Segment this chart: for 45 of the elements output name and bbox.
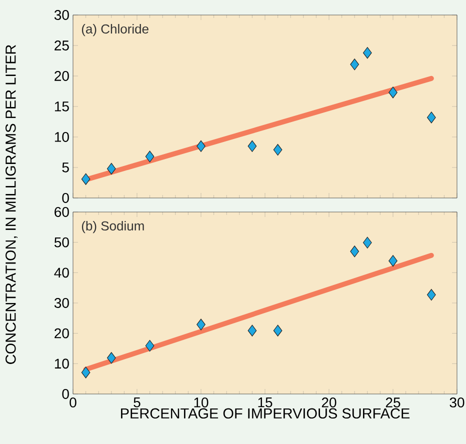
text: (a) Chloride xyxy=(82,24,148,36)
point xyxy=(362,47,372,59)
y-tick-label: 0 xyxy=(62,389,69,399)
x-tick-label: 10 xyxy=(194,398,208,408)
x-tick-label: 0 xyxy=(70,398,76,408)
point xyxy=(388,255,398,267)
x-axis-title: PERCENTAGE OF IMPERVIOUS SURFACE xyxy=(121,408,410,419)
point xyxy=(81,366,90,378)
y-tick-label: 20 xyxy=(54,328,69,338)
y-tick-label: 25 xyxy=(54,40,69,50)
y-tick-label: 10 xyxy=(54,132,69,142)
y-tick-label: 30 xyxy=(54,298,69,308)
point xyxy=(145,340,154,352)
y-tick-label: 5 xyxy=(62,162,69,172)
y-tick-label: 0 xyxy=(62,193,69,203)
point xyxy=(196,318,206,330)
point xyxy=(362,236,372,248)
point xyxy=(388,86,398,98)
point xyxy=(426,289,436,301)
point xyxy=(273,324,282,336)
point xyxy=(145,150,154,162)
point xyxy=(196,140,206,152)
x-tick-label: 15 xyxy=(258,398,272,408)
x-tick-label: 30 xyxy=(450,398,464,408)
text: (b) Sodium xyxy=(82,220,144,234)
point xyxy=(350,246,360,258)
point xyxy=(273,144,282,156)
y-tick-label: 30 xyxy=(54,10,69,20)
point xyxy=(106,162,116,175)
y-tick-label: 40 xyxy=(54,268,69,278)
y-tick-label: 60 xyxy=(54,207,69,217)
point xyxy=(248,324,257,336)
point xyxy=(426,112,436,124)
y-tick-label: 15 xyxy=(54,102,69,112)
y-tick-label: 50 xyxy=(54,237,69,248)
x-tick-label: 20 xyxy=(322,398,336,408)
point xyxy=(248,140,257,152)
y-tick-label: 10 xyxy=(54,358,69,369)
point xyxy=(350,58,360,70)
x-tick-label: 25 xyxy=(386,398,400,408)
point xyxy=(81,173,90,185)
y-axis-title: CONCENTRATION, IN MILLIGRAMS PER LITER xyxy=(6,44,18,364)
x-tick-label: 5 xyxy=(134,398,140,408)
y-tick-label: 20 xyxy=(54,71,69,81)
point xyxy=(106,352,116,364)
